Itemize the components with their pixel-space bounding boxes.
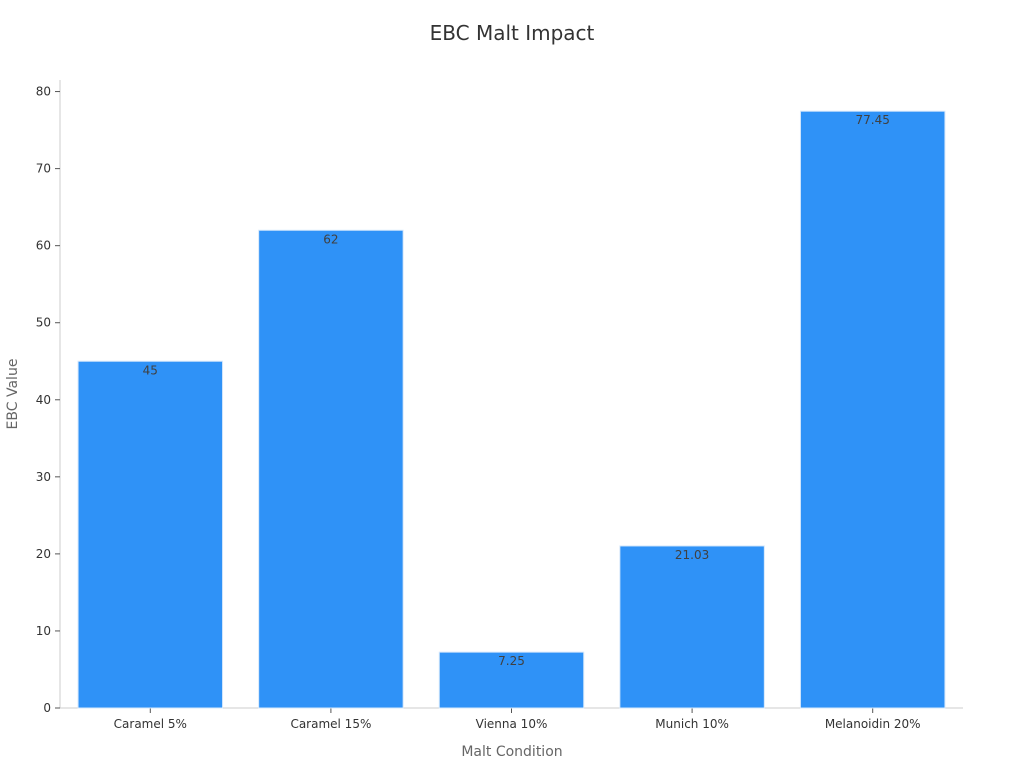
- y-tick-label: 60: [36, 239, 51, 253]
- x-tick-label: Caramel 5%: [114, 717, 187, 731]
- bar: [438, 651, 585, 709]
- bar-series: 45 62 7.25 21.03 77.45: [77, 110, 946, 709]
- y-tick-label: 30: [36, 470, 51, 484]
- y-tick-label: 50: [36, 316, 51, 330]
- y-tick-label: 10: [36, 624, 51, 638]
- bar: [799, 110, 946, 709]
- bar-data-label: 21.03: [675, 548, 709, 562]
- bar: [619, 545, 765, 709]
- bar: [258, 229, 404, 709]
- y-tick-label: 0: [43, 701, 51, 715]
- x-tick-label: Munich 10%: [655, 717, 729, 731]
- x-tick-label: Vienna 10%: [476, 717, 548, 731]
- bar-data-label: 45: [143, 363, 158, 377]
- chart-title: EBC Malt Impact: [430, 21, 595, 45]
- y-tick-label: 80: [36, 85, 51, 99]
- x-axis-title: Malt Condition: [461, 744, 562, 760]
- bar-data-label: 62: [323, 232, 338, 246]
- bar-data-label: 7.25: [498, 654, 525, 668]
- y-tick-label: 40: [36, 393, 51, 407]
- y-axis: 0 10 20 30 40 50 60 70 80: [36, 80, 61, 715]
- x-tick-label: Melanoidin 20%: [825, 717, 921, 731]
- bar-data-label: 77.45: [856, 113, 890, 127]
- x-axis: Caramel 5% Caramel 15% Vienna 10% Munich 10…: [60, 707, 963, 731]
- y-axis-title: EBC Value: [5, 359, 21, 430]
- bar: [77, 360, 224, 709]
- y-tick-label: 20: [36, 547, 51, 561]
- x-tick-label: Caramel 15%: [290, 717, 371, 731]
- y-tick-label: 70: [36, 162, 51, 176]
